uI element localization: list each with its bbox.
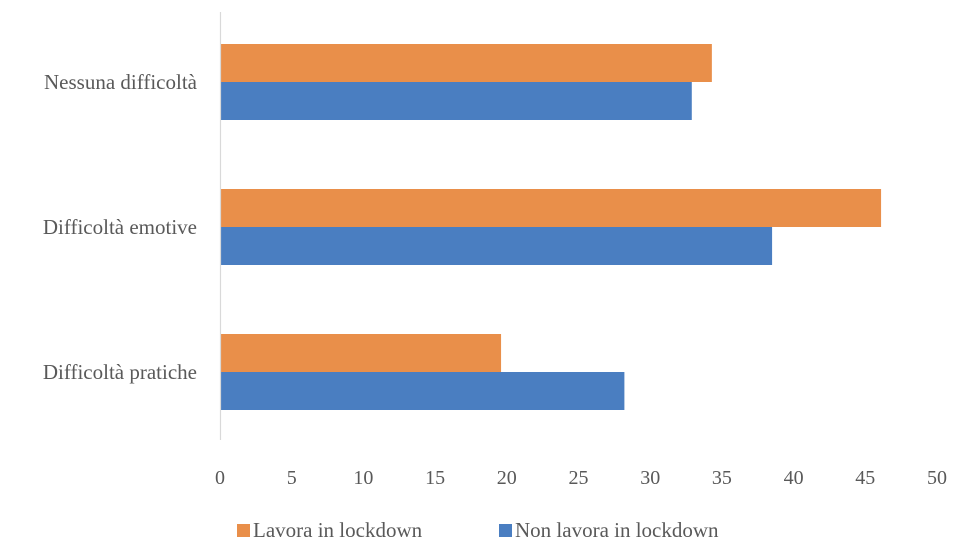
x-tick-label-30: 30 — [640, 467, 660, 489]
bar-non-lavora-in-lockdown-difficolta-emotive — [220, 227, 772, 265]
bar-lavora-in-lockdown-nessuna-difficolta — [220, 44, 712, 82]
bar-lavora-in-lockdown-difficolta-pratiche — [220, 334, 501, 372]
category-label-difficolta-pratiche: Difficoltà pratiche — [43, 360, 197, 384]
legend: Lavora in lockdown Non lavora in lockdown — [237, 518, 719, 542]
x-tick-label-15: 15 — [425, 467, 445, 489]
x-tick-label-40: 40 — [784, 467, 804, 489]
legend-swatch-lavora-in-lockdown — [237, 524, 250, 537]
category-label-nessuna-difficolta: Nessuna difficoltà — [44, 70, 198, 94]
category-labels: Nessuna difficoltà Difficoltà emotive Diff… — [43, 70, 198, 384]
x-tick-label-50: 50 — [927, 467, 947, 489]
x-tick-label-20: 20 — [497, 467, 517, 489]
x-tick-label-45: 45 — [855, 467, 875, 489]
x-tick-label-0: 0 — [215, 467, 225, 489]
x-tick-label-25: 25 — [569, 467, 589, 489]
bar-lavora-in-lockdown-difficolta-emotive — [220, 189, 881, 227]
x-tick-labels: 0 5 10 15 20 25 30 35 40 45 50 — [215, 467, 947, 489]
legend-label-non-lavora-in-lockdown: Non lavora in lockdown — [515, 518, 719, 542]
legend-swatch-non-lavora-in-lockdown — [499, 524, 512, 537]
bar-non-lavora-in-lockdown-difficolta-pratiche — [220, 372, 624, 410]
x-tick-label-35: 35 — [712, 467, 732, 489]
legend-label-lavora-in-lockdown: Lavora in lockdown — [253, 518, 423, 542]
category-label-difficolta-emotive: Difficoltà emotive — [43, 215, 197, 239]
x-tick-label-10: 10 — [353, 467, 373, 489]
bar-non-lavora-in-lockdown-nessuna-difficolta — [220, 82, 692, 120]
x-tick-label-5: 5 — [287, 467, 297, 489]
bars-layer — [220, 44, 881, 410]
